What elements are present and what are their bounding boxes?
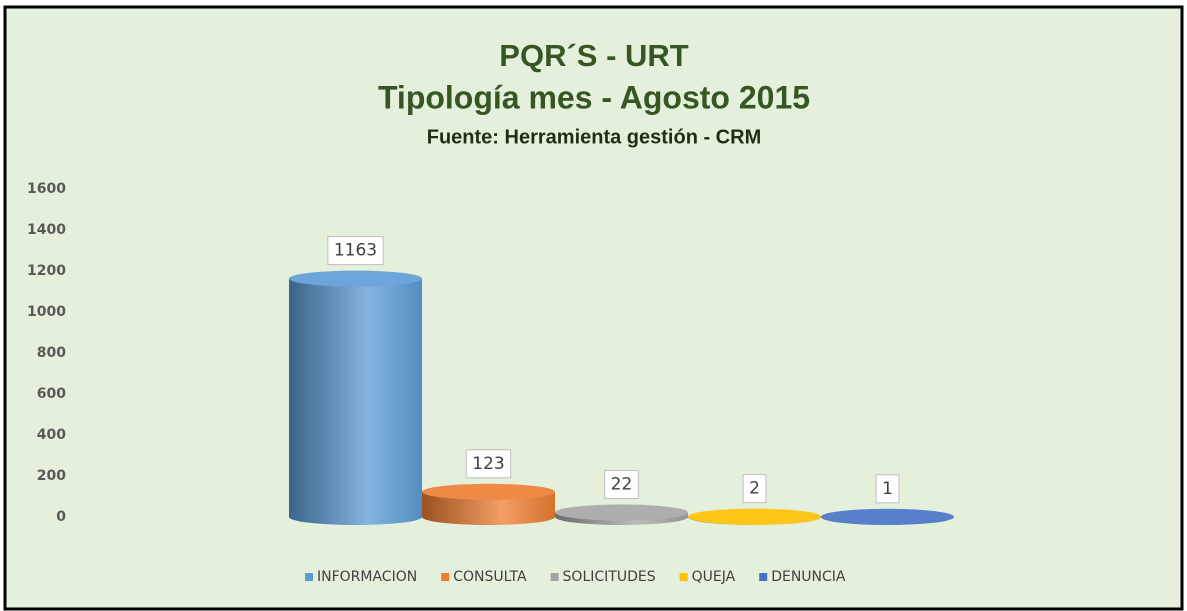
- bar-top: [688, 508, 821, 525]
- chart-source: Fuente: Herramienta gestión - CRM: [427, 126, 761, 148]
- data-label-box: [327, 236, 384, 266]
- y-tick-label: 1400: [27, 222, 66, 238]
- data-label-box: [875, 474, 900, 504]
- legend-label: QUEJA: [692, 569, 736, 585]
- chart-subtitle: Tipología mes - Agosto 2015: [378, 79, 810, 115]
- legend-swatch: [441, 573, 450, 581]
- y-tick-label: 600: [37, 386, 66, 402]
- legend-swatch: [759, 573, 768, 581]
- bar: [289, 270, 422, 525]
- data-label: 1163: [334, 241, 377, 261]
- bar-top: [821, 508, 954, 525]
- data-label: 2: [749, 479, 760, 499]
- data-label: 123: [472, 454, 504, 474]
- data-label-box: [742, 474, 767, 504]
- y-tick-label: 800: [37, 345, 66, 361]
- bar: [821, 508, 954, 525]
- bar-top: [555, 504, 688, 521]
- bar-top: [289, 270, 422, 287]
- y-tick-label: 200: [37, 468, 66, 484]
- bar: [422, 483, 555, 525]
- y-tick-label: 0: [56, 509, 66, 525]
- legend-swatch: [550, 573, 559, 581]
- legend-label: INFORMACION: [317, 569, 417, 585]
- legend-swatch: [305, 573, 313, 581]
- y-tick-label: 400: [37, 427, 66, 443]
- bar: [688, 508, 821, 525]
- bar: [555, 504, 688, 525]
- legend-label: DENUNCIA: [771, 569, 846, 585]
- data-label-box: [465, 449, 512, 479]
- data-label: 22: [611, 474, 633, 494]
- legend-label: CONSULTA: [453, 569, 527, 585]
- data-label: 1: [882, 479, 893, 499]
- y-tick-label: 1600: [27, 181, 66, 197]
- y-tick-label: 1000: [27, 304, 66, 320]
- legend-swatch: [679, 573, 688, 581]
- data-label-box: [604, 469, 639, 499]
- y-tick-label: 1200: [27, 263, 66, 279]
- bar-body: [289, 278, 422, 517]
- chart-title: PQR´S - URT: [499, 38, 689, 73]
- legend-label: SOLICITUDES: [563, 569, 656, 585]
- bar-top: [422, 483, 555, 500]
